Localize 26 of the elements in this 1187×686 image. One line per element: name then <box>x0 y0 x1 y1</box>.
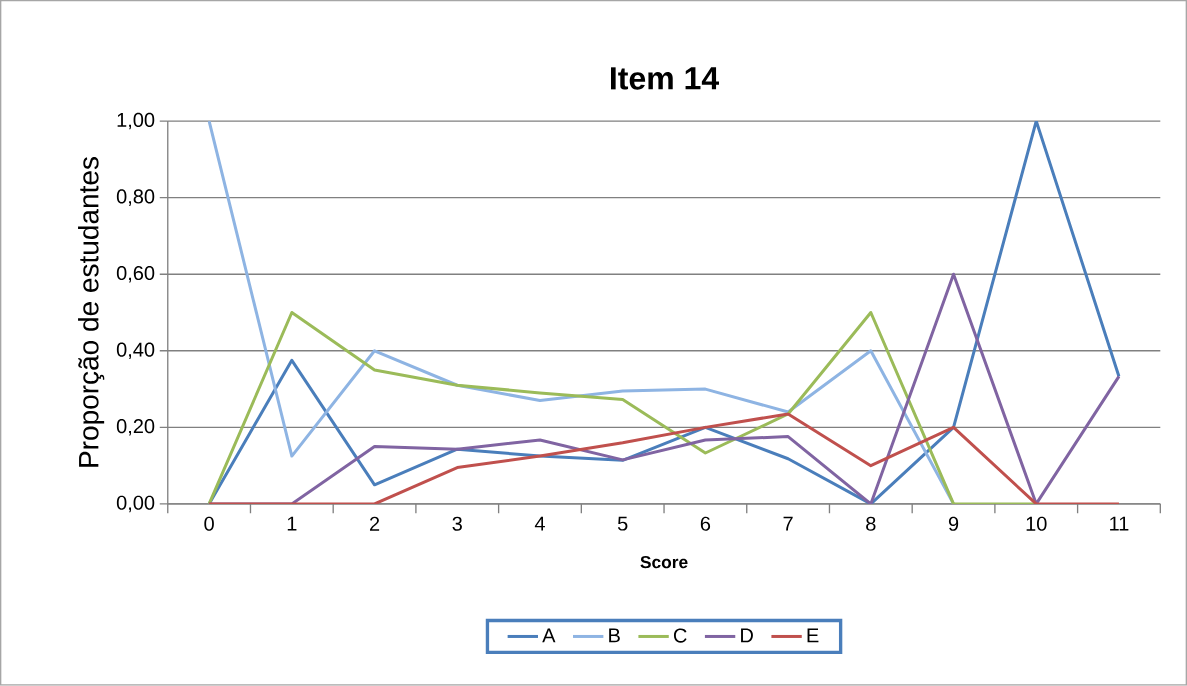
x-tick-label: 0 <box>204 516 214 531</box>
x-tick-label: 5 <box>617 516 628 531</box>
y-tick-label: 0,00 <box>116 495 155 513</box>
x-tick-label: 6 <box>700 516 711 531</box>
y-tick-label: 0,40 <box>116 342 155 360</box>
x-tick-label: 4 <box>534 516 545 531</box>
x-tick-label: 11 <box>1110 516 1129 531</box>
x-tick-label: 8 <box>866 516 876 531</box>
legend-label: E <box>807 628 819 643</box>
chart-title: Item 14 <box>611 67 720 90</box>
y-tick-label: 0,60 <box>116 266 155 283</box>
x-axis-title: Score <box>640 556 688 569</box>
x-tick-label: 7 <box>783 516 793 531</box>
legend-label: C <box>673 628 687 643</box>
y-tick-label: 0,80 <box>116 189 155 207</box>
x-tick-label: 1 <box>287 516 297 531</box>
y-axis-title: Proporção de estudantes <box>78 157 105 467</box>
y-tick-label: 1,00 <box>117 112 155 130</box>
legend-label: B <box>609 628 620 643</box>
x-tick-label: 2 <box>369 516 380 531</box>
legend-label: D <box>741 628 753 643</box>
y-tick-label: 0,20 <box>116 419 155 436</box>
x-tick-label: 10 <box>1026 516 1047 531</box>
x-tick-label: 3 <box>452 516 462 531</box>
x-tick-label: 9 <box>948 516 959 531</box>
legend-label: A <box>542 628 556 643</box>
